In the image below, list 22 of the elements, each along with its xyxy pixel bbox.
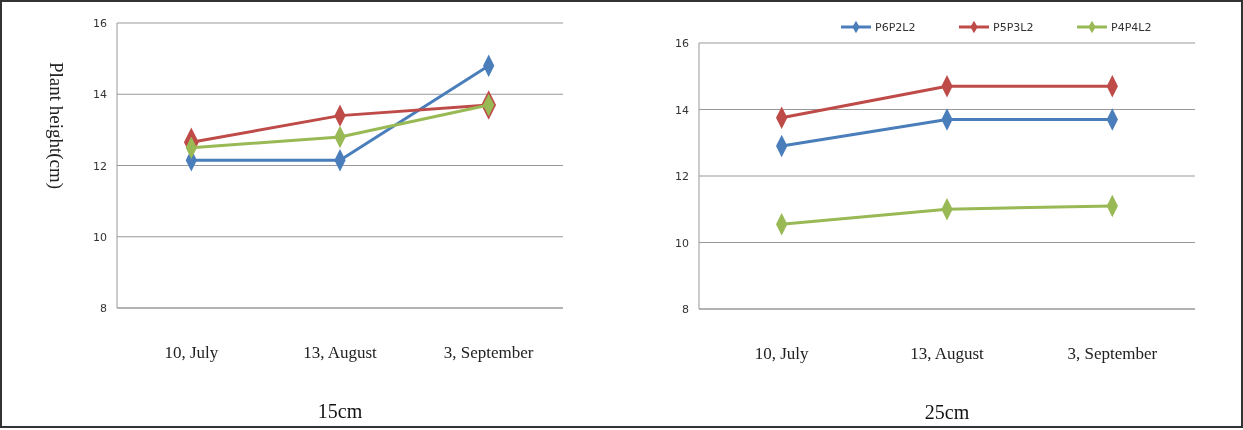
y-tick-label: 12 (93, 159, 107, 173)
y-axis-title: Plant height(cm) (45, 61, 67, 190)
y-tick-label: 14 (675, 103, 689, 117)
x-tick-label: 13, August (303, 343, 378, 362)
legend-label: P6P2L2 (875, 21, 916, 34)
y-tick-label: 10 (93, 230, 107, 244)
y-tick-label: 8 (100, 302, 107, 315)
legend-label: P5P3L2 (993, 21, 1034, 34)
x-tick-label: 3, September (443, 343, 534, 362)
x-tick-label: 10, July (164, 343, 219, 362)
x-axis-title: 15cm (317, 400, 363, 422)
y-tick-label: 14 (93, 88, 107, 102)
x-axis-title: 25cm (924, 401, 970, 423)
y-tick-label: 12 (675, 170, 689, 183)
x-tick-label: 10, July (754, 344, 810, 363)
y-tick-label: 10 (675, 236, 689, 250)
x-tick-label: 3, September (1067, 344, 1158, 363)
y-tick-label: 8 (682, 303, 689, 316)
legend-label: P4P4L2 (1111, 21, 1152, 34)
y-tick-label: 16 (675, 37, 689, 50)
x-tick-label: 13, August (910, 344, 985, 363)
y-tick-label: 16 (93, 17, 107, 30)
